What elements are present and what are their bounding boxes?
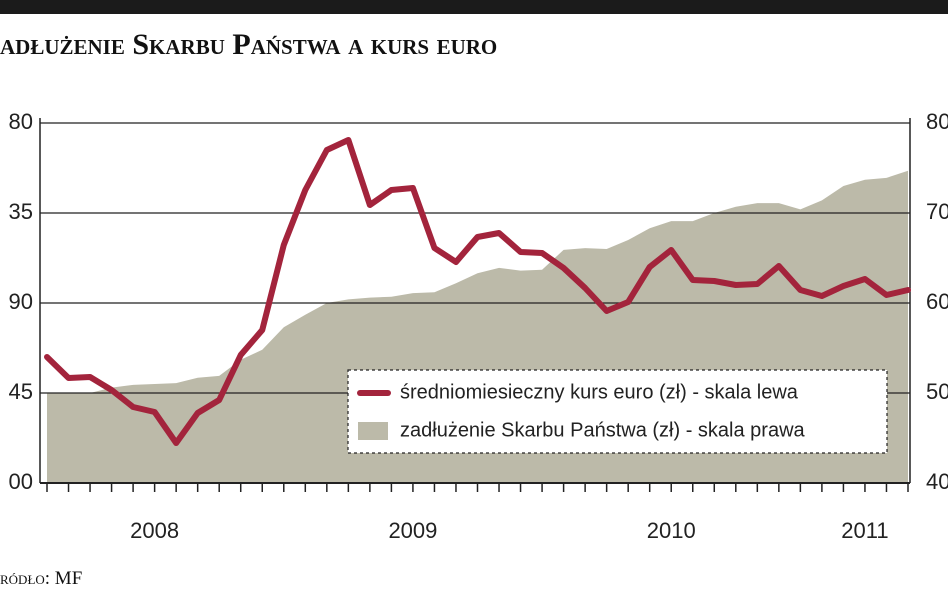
chart-title: adłużenie Skarbu Państwa a kurs euro (0, 28, 497, 61)
x-tick-label: 2010 (647, 518, 696, 543)
plot-area: 00 45 90 35 80 40 50 60 70 80 2008 2009 2010 2011 śred… (9, 109, 948, 543)
y2-tick-label: 70 (926, 199, 948, 224)
y2-tick-label: 60 (926, 289, 948, 314)
y2-tick-label: 80 (926, 109, 948, 134)
y-tick-label: 80 (9, 109, 33, 134)
y-tick-label: 00 (9, 469, 33, 494)
y-tick-label: 35 (9, 199, 33, 224)
top-bar (0, 0, 948, 14)
legend-label: zadłużenie Skarbu Państwa (zł) - skala p… (400, 419, 806, 441)
source: ródło: MF (0, 568, 82, 589)
y2-tick-label: 50 (926, 379, 948, 404)
legend-label: średniomiesieczny kurs euro (zł) - skala… (400, 381, 799, 403)
legend: średniomiesieczny kurs euro (zł) - skala… (347, 369, 888, 454)
y2-tick-label: 40 (926, 469, 948, 494)
x-tick-label: 2008 (130, 518, 179, 543)
legend-swatch (358, 422, 388, 440)
y-tick-label: 45 (9, 379, 33, 404)
y-tick-label: 90 (9, 289, 33, 314)
x-tick-label: 2011 (841, 518, 888, 543)
legend-box (347, 369, 888, 454)
line (44, 137, 911, 446)
x-tick-label: 2009 (388, 518, 437, 543)
